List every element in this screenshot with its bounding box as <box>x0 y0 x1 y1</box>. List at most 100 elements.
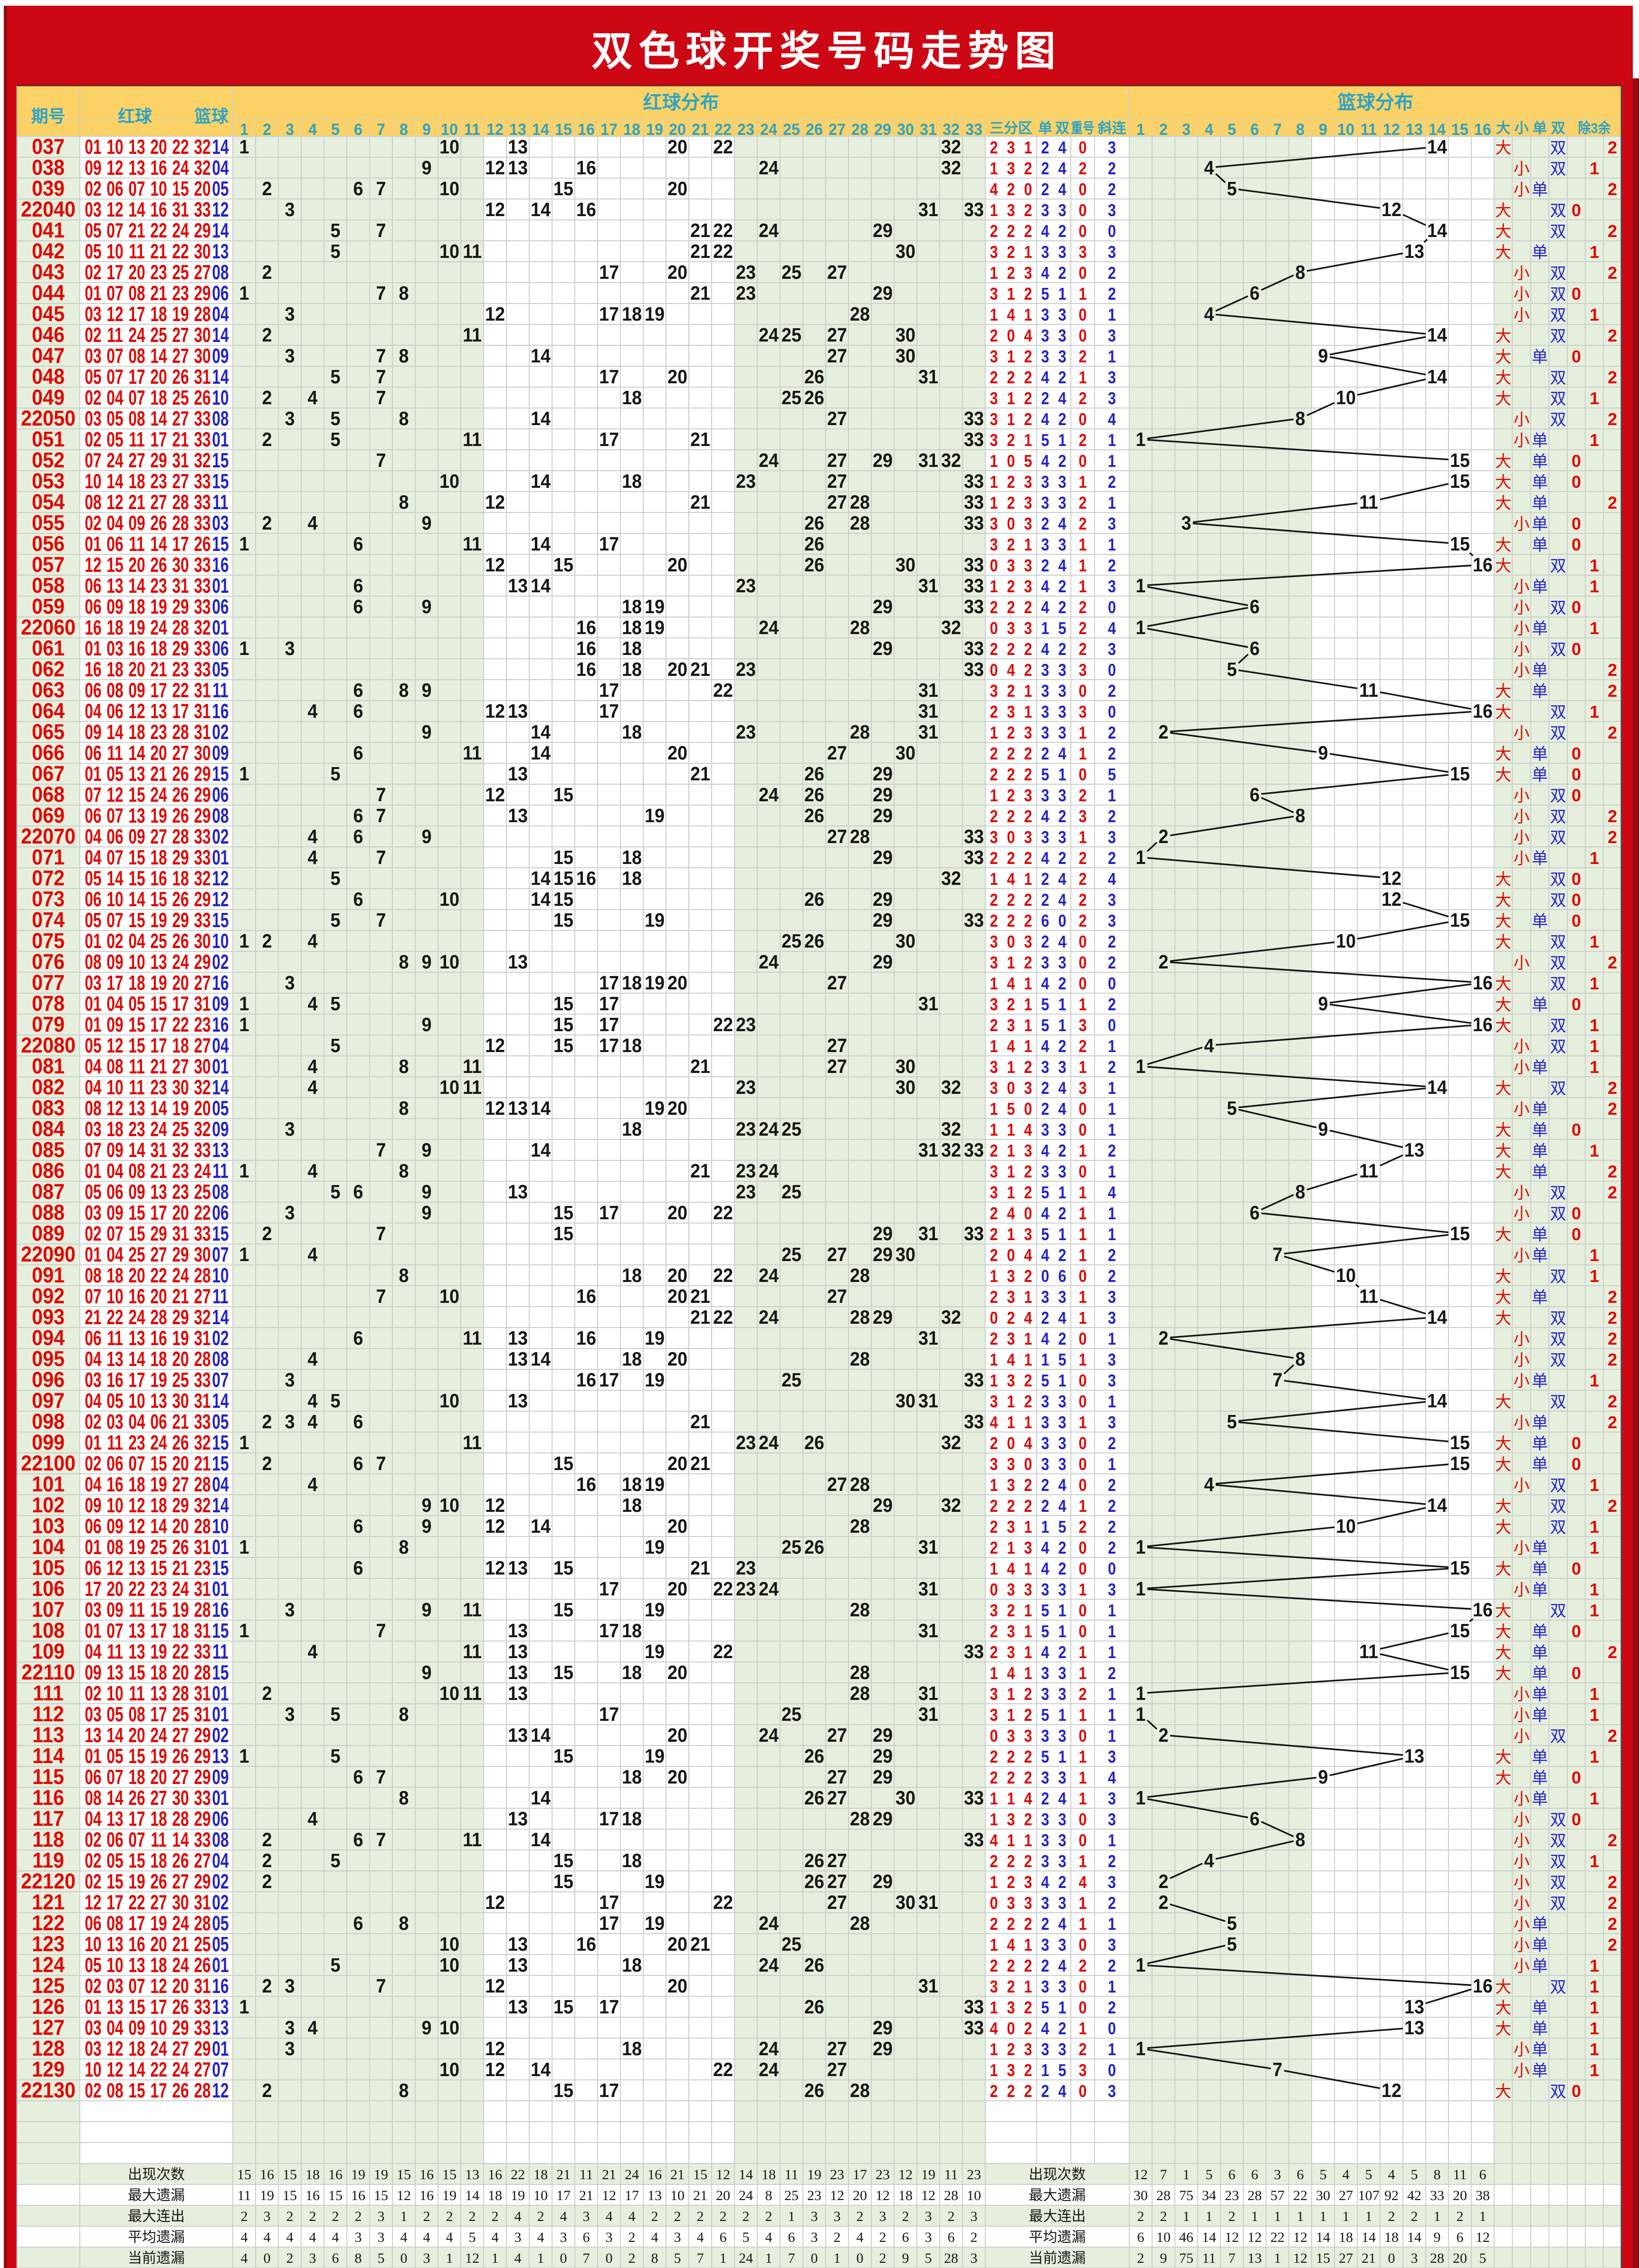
svg-text:29: 29 <box>194 1745 210 1768</box>
svg-text:17: 17 <box>599 1892 619 1914</box>
svg-text:27: 27 <box>1339 2188 1353 2203</box>
svg-text:23: 23 <box>172 658 189 681</box>
svg-text:12: 12 <box>485 199 505 221</box>
svg-text:17: 17 <box>150 1619 167 1642</box>
svg-text:06: 06 <box>85 1912 101 1935</box>
svg-text:29: 29 <box>873 1871 893 1893</box>
svg-text:29: 29 <box>194 762 210 786</box>
svg-text:08: 08 <box>128 1159 145 1183</box>
svg-text:18: 18 <box>172 1619 189 1642</box>
svg-text:小: 小 <box>1514 724 1530 742</box>
svg-text:11: 11 <box>107 741 123 765</box>
svg-text:03: 03 <box>85 1598 101 1622</box>
svg-text:2: 2 <box>990 703 998 722</box>
svg-text:5: 5 <box>1041 1748 1049 1767</box>
svg-text:3: 3 <box>1058 1936 1066 1955</box>
svg-text:17: 17 <box>172 700 189 723</box>
svg-text:30: 30 <box>194 1055 210 1078</box>
svg-text:01: 01 <box>85 1536 101 1559</box>
svg-text:20: 20 <box>128 261 145 284</box>
svg-text:31: 31 <box>918 575 938 597</box>
svg-text:22050: 22050 <box>21 407 76 430</box>
svg-text:3: 3 <box>811 2230 818 2245</box>
svg-text:28: 28 <box>850 617 870 639</box>
svg-text:3: 3 <box>1108 640 1116 659</box>
svg-text:26: 26 <box>804 805 824 827</box>
svg-text:072: 072 <box>32 866 65 890</box>
svg-text:056: 056 <box>32 532 65 556</box>
svg-text:32: 32 <box>943 121 960 139</box>
svg-text:2: 2 <box>1024 954 1032 973</box>
svg-text:14: 14 <box>106 470 124 493</box>
svg-text:23: 23 <box>736 1557 756 1579</box>
svg-text:21: 21 <box>150 240 167 263</box>
svg-text:066: 066 <box>32 741 65 765</box>
svg-text:双色球开奖号码走势图: 双色球开奖号码走势图 <box>591 28 1062 74</box>
svg-text:20: 20 <box>667 659 687 681</box>
svg-text:15: 15 <box>212 1222 229 1245</box>
svg-text:10: 10 <box>1156 2230 1171 2245</box>
svg-text:05: 05 <box>85 909 101 932</box>
svg-text:9: 9 <box>1160 2250 1167 2266</box>
svg-text:07: 07 <box>212 2058 229 2081</box>
svg-text:25: 25 <box>781 1244 801 1266</box>
svg-text:17: 17 <box>599 972 619 994</box>
svg-text:2: 2 <box>1108 264 1116 283</box>
svg-text:3: 3 <box>1108 1288 1116 1307</box>
svg-text:13: 13 <box>1248 2250 1262 2266</box>
svg-text:4: 4 <box>1058 515 1066 534</box>
svg-text:2: 2 <box>1058 1330 1066 1349</box>
svg-text:13: 13 <box>1404 1746 1424 1767</box>
svg-text:23: 23 <box>737 121 754 139</box>
svg-text:05: 05 <box>212 1933 229 1956</box>
svg-text:02: 02 <box>85 1452 101 1475</box>
svg-text:18: 18 <box>622 1265 642 1287</box>
svg-text:31: 31 <box>918 1390 938 1412</box>
svg-text:112: 112 <box>32 1702 64 1726</box>
svg-text:7: 7 <box>376 1223 386 1245</box>
svg-text:07: 07 <box>85 783 101 807</box>
svg-text:1: 1 <box>1024 682 1032 701</box>
svg-text:087: 087 <box>32 1180 65 1204</box>
svg-text:1: 1 <box>1007 1831 1015 1850</box>
svg-text:16: 16 <box>576 157 596 179</box>
svg-text:3: 3 <box>1058 1727 1066 1746</box>
svg-text:2: 2 <box>1078 640 1086 659</box>
svg-text:038: 038 <box>32 156 65 180</box>
svg-text:1: 1 <box>1136 1787 1146 1809</box>
svg-text:2: 2 <box>1608 953 1617 972</box>
svg-text:双: 双 <box>1550 641 1566 659</box>
svg-text:0: 0 <box>1078 933 1086 952</box>
svg-text:15: 15 <box>106 1870 123 1893</box>
svg-text:15: 15 <box>555 121 572 139</box>
svg-text:2: 2 <box>1024 1706 1032 1725</box>
svg-text:27: 27 <box>827 826 847 848</box>
svg-text:27: 27 <box>150 1891 167 1914</box>
svg-text:18: 18 <box>106 616 123 639</box>
svg-text:28: 28 <box>850 826 870 848</box>
svg-text:2: 2 <box>1608 1350 1617 1369</box>
svg-text:3: 3 <box>1058 1414 1066 1433</box>
svg-text:4: 4 <box>697 2230 704 2245</box>
svg-text:03: 03 <box>106 1410 123 1433</box>
svg-text:14: 14 <box>212 1076 229 1099</box>
svg-text:4: 4 <box>1041 2020 1049 2039</box>
svg-text:小: 小 <box>1514 1038 1530 1056</box>
svg-text:083: 083 <box>32 1096 65 1120</box>
svg-text:19: 19 <box>150 1745 167 1768</box>
svg-text:30: 30 <box>194 741 210 765</box>
svg-text:10: 10 <box>106 1285 123 1308</box>
svg-text:3: 3 <box>1041 1288 1049 1307</box>
svg-text:大: 大 <box>1495 1142 1511 1160</box>
svg-text:4: 4 <box>1041 1142 1049 1161</box>
svg-text:2: 2 <box>1041 1100 1049 1119</box>
svg-text:2: 2 <box>1159 1892 1169 1914</box>
svg-text:17: 17 <box>599 1704 619 1726</box>
svg-text:22090: 22090 <box>21 1243 76 1266</box>
svg-text:04: 04 <box>128 1410 145 1433</box>
svg-text:33: 33 <box>964 199 984 221</box>
svg-text:20: 20 <box>667 1578 687 1600</box>
svg-text:28: 28 <box>172 1807 189 1831</box>
svg-text:2: 2 <box>1608 263 1617 283</box>
svg-text:33: 33 <box>194 2016 210 2040</box>
